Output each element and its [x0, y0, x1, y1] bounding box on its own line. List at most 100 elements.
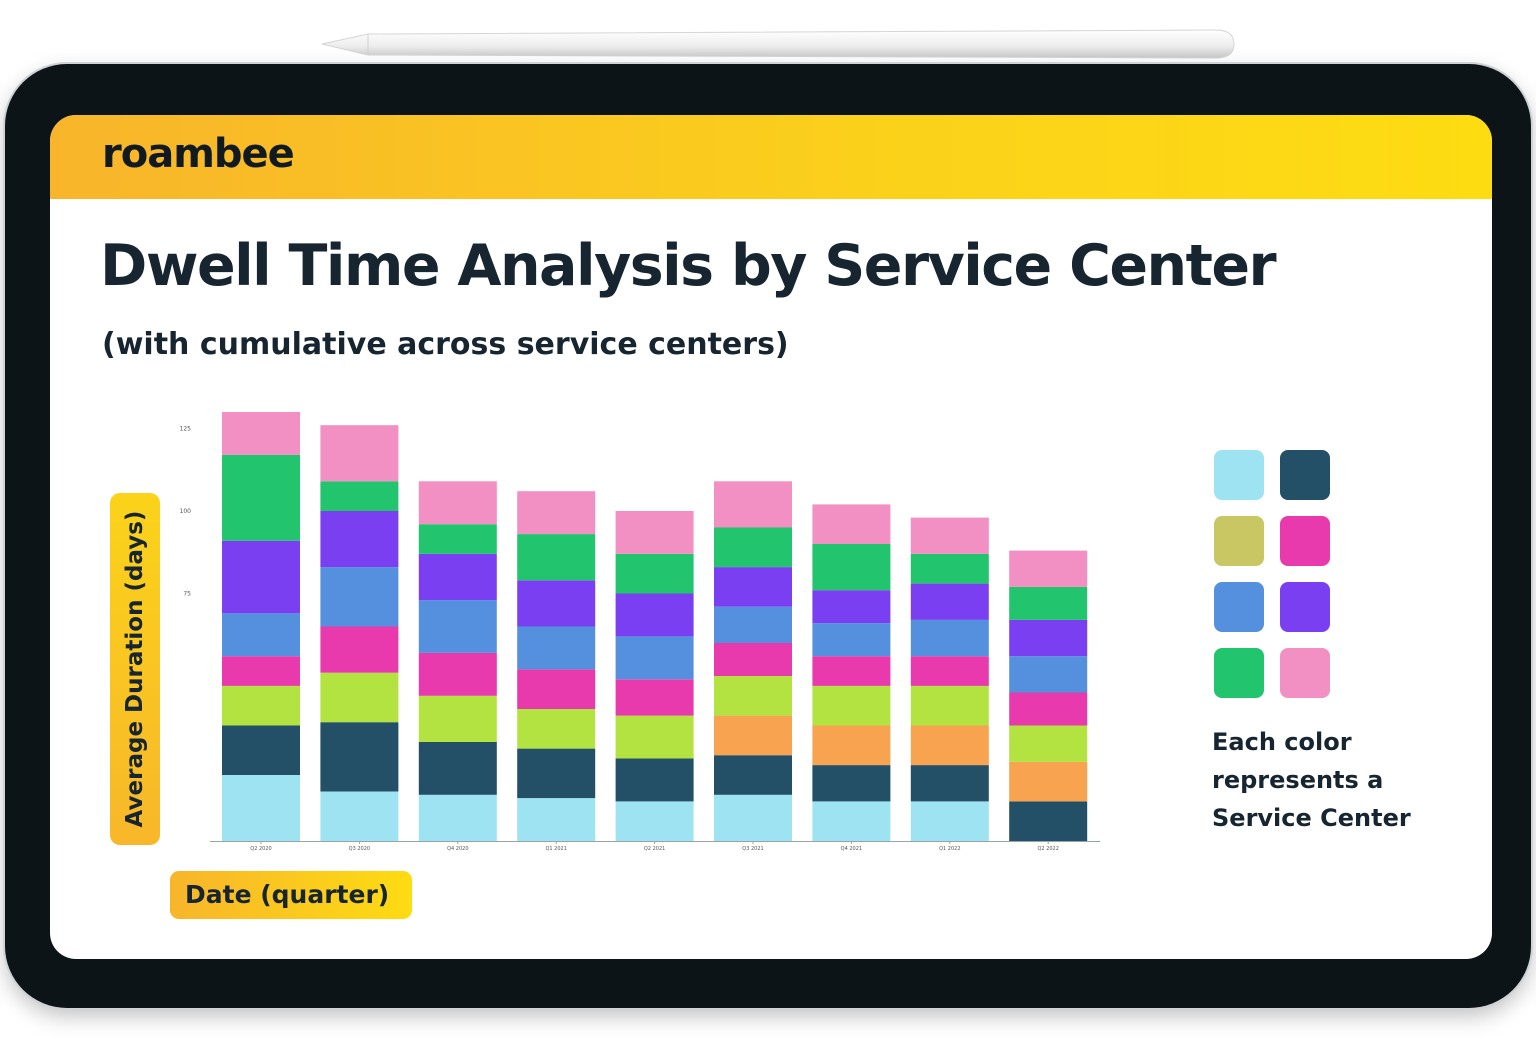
bar-segment	[418, 481, 497, 525]
bar-segment	[320, 791, 399, 841]
bar-segment	[714, 567, 792, 607]
bar-segment	[222, 454, 300, 541]
y-axis-label: Average Duration (days)	[122, 510, 148, 828]
bar-segment	[418, 695, 497, 742]
bar-segment	[812, 544, 891, 591]
bar-segment	[1009, 801, 1088, 841]
bar-segment	[320, 567, 399, 627]
legend-swatch	[1280, 450, 1330, 500]
y-tick-label: 100	[180, 508, 192, 515]
x-axis-label: Date (quarter)	[185, 880, 390, 909]
x-axis-label-pill: Date (quarter)	[170, 871, 412, 919]
bar-segment	[517, 669, 596, 709]
bar-segment	[1009, 619, 1088, 657]
bar-segment	[222, 725, 300, 775]
bar-segment	[615, 715, 694, 759]
legend-caption-line: represents a	[1212, 766, 1384, 794]
y-tick-label: 75	[183, 591, 191, 598]
bar-segment	[1009, 761, 1088, 802]
bar-segment	[910, 765, 989, 802]
bar-segment	[714, 755, 792, 795]
x-tick-label: Q3 2021	[742, 846, 763, 852]
legend-swatch	[1214, 648, 1264, 698]
y-tick-label: 125	[180, 426, 192, 433]
bar-segment	[517, 534, 596, 581]
bar-segment	[714, 527, 792, 568]
bar-segment	[517, 748, 596, 799]
legend-swatch	[1280, 516, 1330, 566]
bar-segment	[615, 553, 694, 594]
legend-swatch	[1280, 648, 1330, 698]
bar-segment	[517, 580, 596, 627]
bar-segment	[812, 623, 891, 657]
legend-caption-line: Service Center	[1212, 804, 1411, 832]
bar-segment	[812, 725, 891, 766]
x-tick-label: Q4 2021	[841, 846, 862, 852]
bar-segment	[517, 798, 596, 841]
bar-segment	[812, 801, 891, 841]
x-tick-label: Q1 2021	[545, 846, 566, 852]
x-tick-label: Q2 2021	[644, 846, 665, 852]
bar-segment	[615, 679, 694, 716]
x-tick-label: Q2 2022	[1037, 846, 1058, 852]
bar-segment	[1009, 692, 1088, 726]
bar-segment	[1009, 656, 1088, 693]
slide-subtitle: (with cumulative across service centers)	[102, 327, 789, 362]
bar-segment	[222, 540, 300, 614]
bar-segment	[714, 606, 792, 643]
slide-screen: roambee Dwell Time Analysis by Service C…	[50, 115, 1492, 959]
bar-segment	[714, 794, 792, 841]
bar-segment	[714, 643, 792, 676]
bar-segment	[910, 583, 989, 620]
legend-swatch	[1280, 582, 1330, 632]
legend-swatch	[1214, 450, 1264, 500]
legend-swatches	[1214, 450, 1334, 700]
legend-swatch	[1214, 582, 1264, 632]
bar-segment	[910, 685, 989, 726]
bar-segment	[418, 794, 497, 841]
bar-segment	[222, 775, 300, 841]
bar-segment	[222, 412, 300, 455]
bar-segment	[418, 553, 497, 601]
legend-swatch	[1214, 516, 1264, 566]
bar-segment	[320, 511, 399, 568]
slide-title: Dwell Time Analysis by Service Center	[100, 233, 1277, 299]
bar-segment	[812, 765, 891, 802]
bar-segment	[222, 656, 300, 686]
bar-segment	[418, 742, 497, 795]
bar-segment	[1009, 550, 1088, 587]
bar-segment	[910, 553, 989, 584]
bar-segment	[320, 626, 399, 673]
bar-segment	[910, 619, 989, 657]
bar-segment	[418, 652, 497, 696]
bar-segment	[714, 481, 792, 528]
bar-segment	[812, 590, 891, 624]
bar-segment	[714, 676, 792, 716]
bar-segment	[812, 685, 891, 726]
y-axis-label-pill: Average Duration (days)	[110, 493, 160, 845]
brand-logo: roambee	[102, 131, 295, 177]
bar-segment	[910, 725, 989, 766]
legend-caption: Each color represents a Service Center	[1212, 723, 1452, 837]
bar-segment	[320, 672, 399, 723]
bar-segment	[1009, 586, 1088, 620]
x-tick-label: Q4 2020	[447, 846, 468, 852]
bar-segment	[517, 626, 596, 670]
bar-segment	[320, 481, 399, 511]
bar-segment	[615, 758, 694, 802]
bar-segment	[418, 524, 497, 554]
bar-segment	[615, 511, 694, 554]
bar-segment	[812, 504, 891, 544]
bar-segment	[320, 722, 399, 792]
bar-segment	[517, 491, 596, 535]
bar-segment	[320, 425, 399, 482]
bar-segment	[418, 600, 497, 653]
bar-segment	[615, 801, 694, 841]
x-tick-label: Q2 2020	[250, 846, 271, 852]
bar-segment	[1009, 725, 1088, 762]
bar-segment	[517, 709, 596, 749]
stylus-pencil	[321, 29, 1235, 59]
bar-segment	[222, 685, 300, 726]
bar-segment	[910, 517, 989, 554]
bar-segment	[910, 656, 989, 686]
